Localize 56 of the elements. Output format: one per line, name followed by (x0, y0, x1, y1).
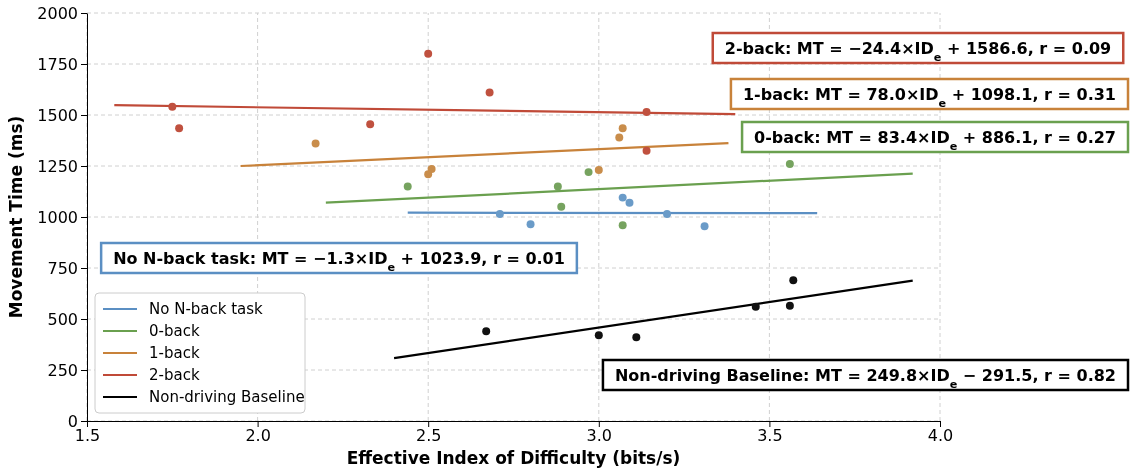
legend-label: Non-driving Baseline (149, 388, 305, 406)
point (553, 182, 562, 191)
legend-label: 0-back (149, 322, 200, 340)
annotation: 2-back: MT = −24.4×ID$_{e}$ + 1586.6, r = 0.09 (724, 39, 1112, 64)
y-tick-label: 1250 (37, 156, 78, 176)
x-tick-label: 1.5 (74, 426, 101, 446)
point (615, 133, 624, 142)
point (789, 276, 798, 285)
point (495, 209, 504, 218)
point (584, 168, 593, 177)
y-tick-label: 1500 (37, 105, 78, 125)
legend-label: 2-back (149, 366, 200, 384)
point (663, 209, 672, 218)
point (427, 165, 436, 174)
point (557, 202, 566, 211)
point (594, 331, 603, 340)
point (403, 182, 412, 191)
x-tick-label: 3.5 (757, 426, 783, 446)
point (175, 124, 184, 133)
point (785, 159, 794, 168)
point (642, 107, 651, 116)
point (618, 221, 627, 230)
point (366, 120, 375, 129)
x-tick-label: 2.0 (245, 426, 271, 446)
x-tick-label: 2.5 (415, 426, 442, 446)
y-tick-label: 2000 (37, 3, 78, 23)
point (632, 333, 641, 342)
annotation: 0-back: MT = 83.4×ID$_{e}$ + 886.1, r = 0.27 (754, 128, 1116, 153)
y-tick-label: 500 (47, 309, 78, 329)
point (618, 193, 627, 202)
y-tick-label: 1000 (37, 207, 78, 227)
point (168, 102, 177, 111)
y-tick-label: 1750 (37, 54, 78, 74)
x-tick-label: 3.0 (586, 426, 613, 446)
point (482, 327, 491, 336)
point (785, 301, 794, 310)
annotation: No N-back task: MT = −1.3×ID$_{e}$ + 1023.9, r = 0.01 (113, 249, 565, 274)
point (618, 124, 627, 133)
point (311, 139, 320, 148)
legend-label: No N-back task (149, 300, 264, 318)
point (700, 222, 709, 231)
x-tick-label: 4.0 (927, 426, 954, 446)
y-axis-title: Movement Time (ms) (6, 115, 26, 319)
point (594, 166, 603, 175)
point (526, 220, 535, 229)
y-tick-label: 750 (47, 258, 78, 278)
x-axis-title: Effective Index of Difficulty (bits/s) (346, 448, 681, 468)
annotation: Non-driving Baseline: MT = 249.8×ID$_{e}$ − 291.5, r = 0.82 (614, 366, 1116, 391)
point (642, 146, 651, 155)
y-tick-label: 250 (47, 360, 78, 380)
point (485, 88, 494, 97)
point (424, 49, 433, 58)
annotation: 1-back: MT = 78.0×ID$_{e}$ + 1098.1, r = 0.31 (742, 85, 1116, 110)
legend-label: 1-back (149, 344, 200, 362)
point (625, 198, 634, 207)
point (751, 302, 760, 311)
